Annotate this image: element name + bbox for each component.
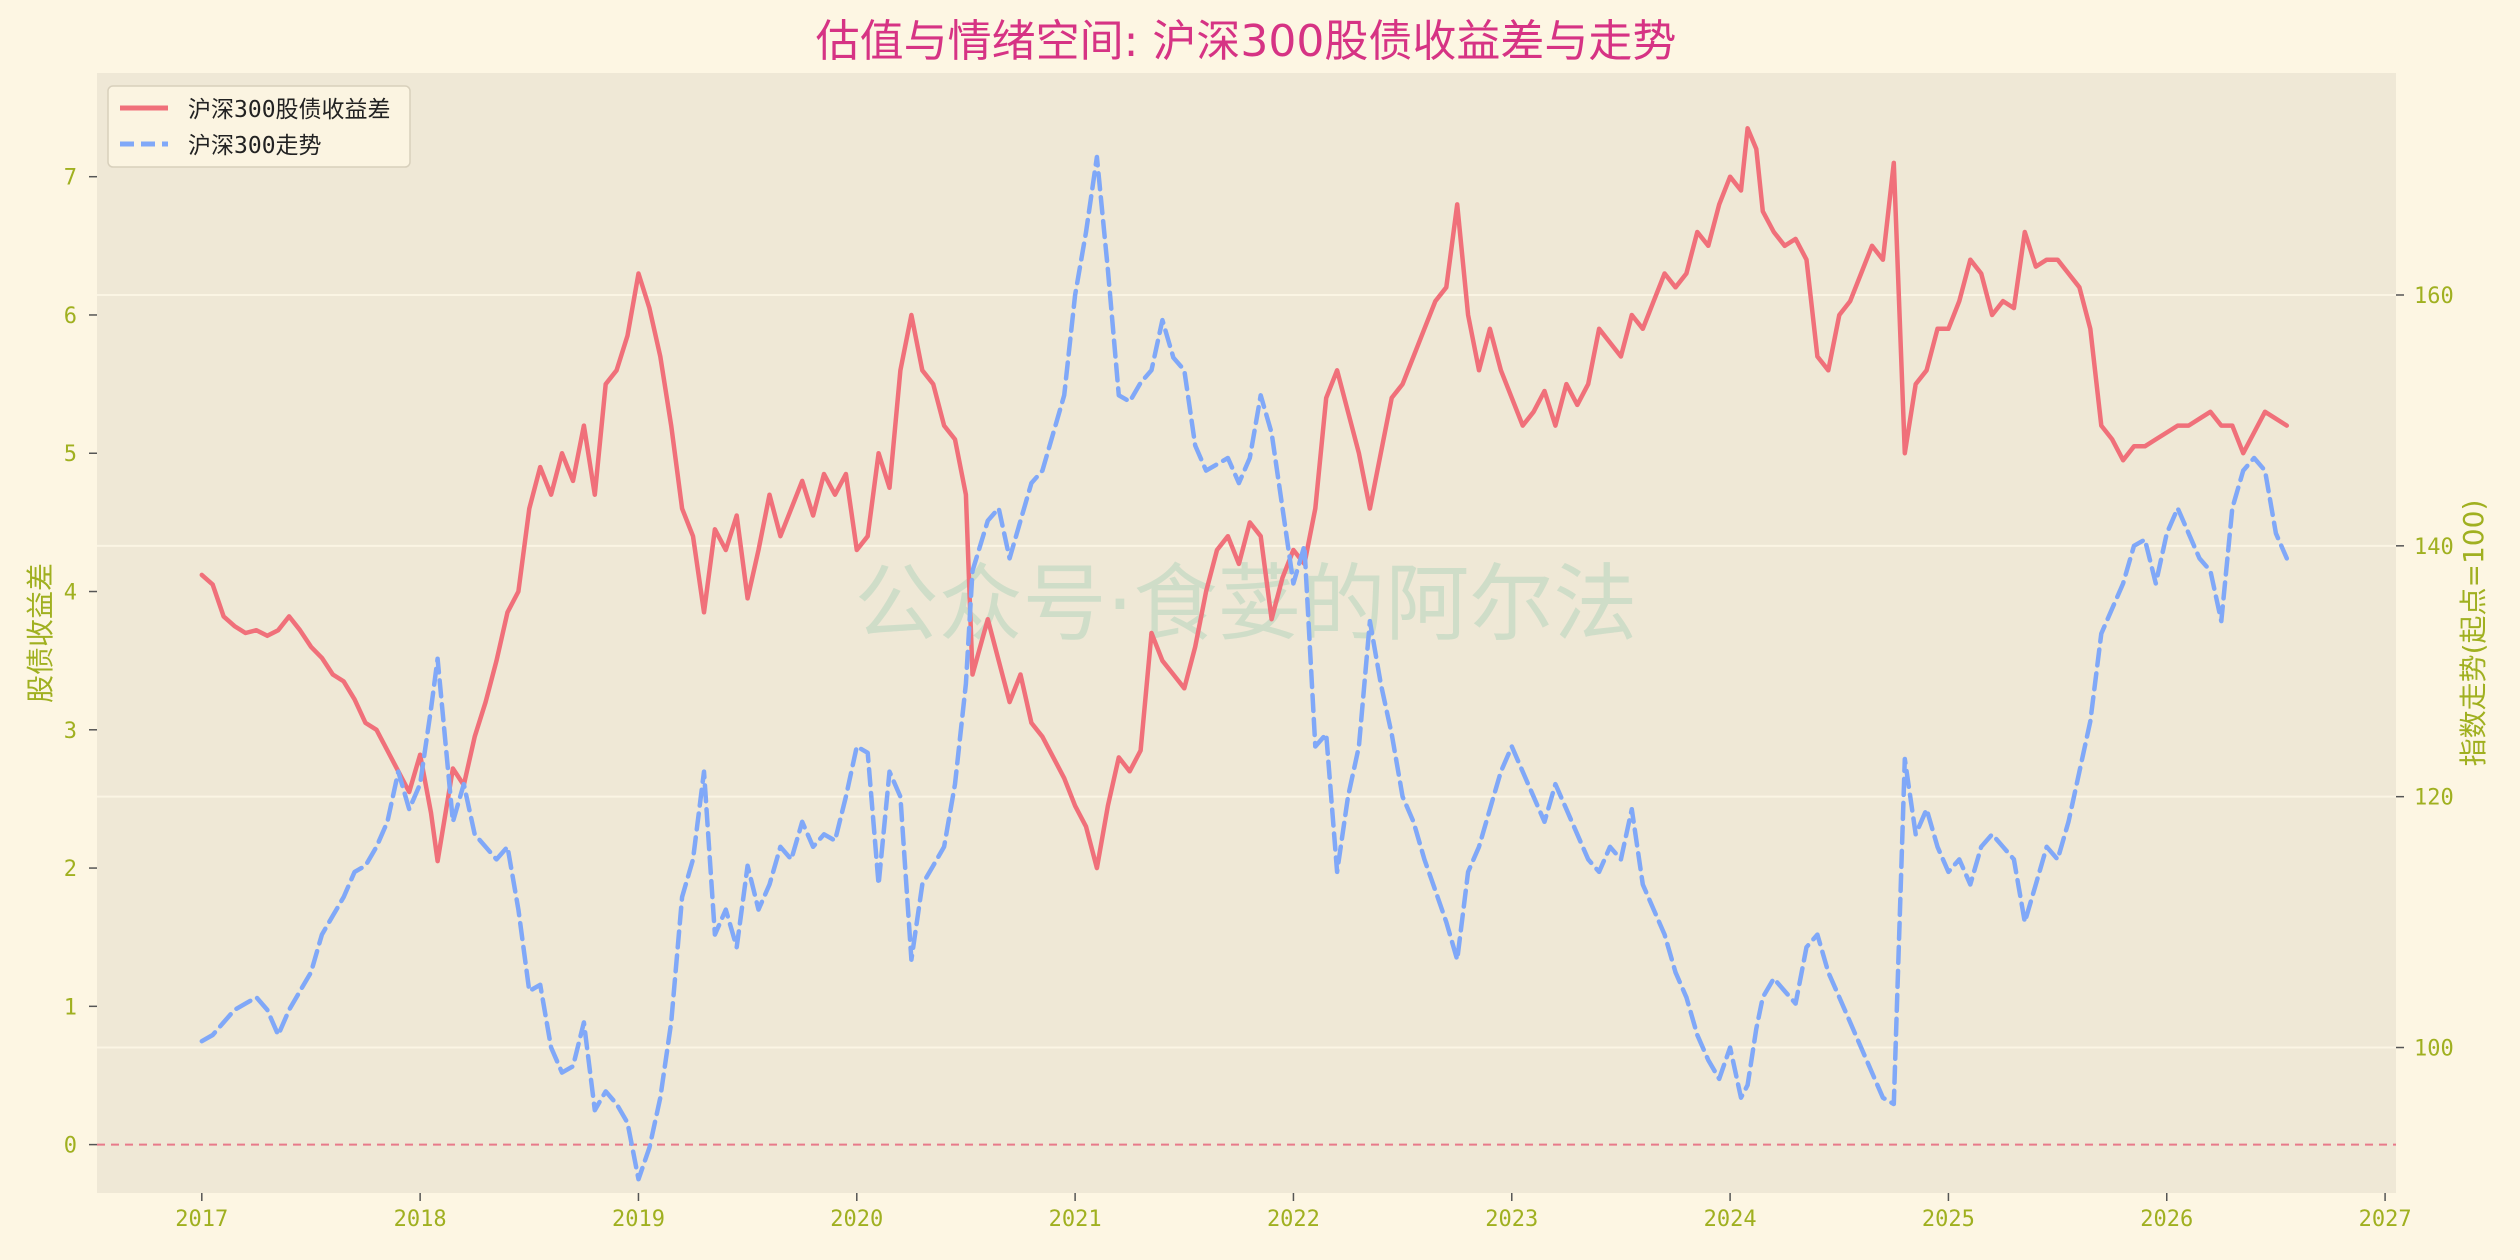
x-tick-label: 2021: [1049, 1207, 1102, 1232]
x-tick-label: 2020: [830, 1207, 883, 1232]
legend-box: [107, 85, 411, 168]
x-tick-label: 2023: [1485, 1207, 1538, 1232]
x-tick-label: 2017: [175, 1207, 228, 1232]
series-line-spread: [199, 126, 2290, 871]
legend-label-index: 沪深300走势: [188, 133, 322, 159]
x-tick-label: 2027: [2359, 1207, 2412, 1232]
series-layer: [199, 126, 2290, 1182]
y-right-tick-label: 120: [2414, 786, 2454, 811]
x-tick-label: 2022: [1267, 1207, 1320, 1232]
y-axis-left: 0 1 2 3 4 5 6 7: [64, 166, 97, 1159]
plot-area: [97, 73, 2396, 1193]
y-axis-right-label: 指数走势(起点=100): [2457, 500, 2490, 767]
y-left-tick-label: 5: [64, 442, 77, 467]
y-left-tick-label: 2: [64, 857, 77, 882]
y-axis-right: 100 120 140 160: [2396, 284, 2454, 1062]
grid: [97, 293, 2396, 1049]
y-right-tick-label: 100: [2414, 1037, 2454, 1062]
y-axis-left-label: 股债收益差: [24, 563, 57, 703]
y-left-tick-label: 4: [64, 581, 77, 606]
y-left-tick-label: 7: [64, 166, 77, 191]
y-left-tick-label: 0: [64, 1134, 77, 1159]
y-left-tick-label: 3: [64, 719, 77, 744]
x-tick-label: 2025: [1922, 1207, 1975, 1232]
legend-label-spread: 沪深300股债收益差: [188, 97, 391, 123]
y-right-tick-label: 140: [2414, 535, 2454, 560]
series-line-index: [199, 154, 2290, 1182]
y-left-tick-label: 6: [64, 304, 77, 329]
x-tick-label: 2024: [1704, 1207, 1757, 1232]
x-tick-label: 2026: [2140, 1207, 2193, 1232]
legend: 沪深300股债收益差 沪深300走势: [107, 85, 411, 168]
x-tick-label: 2018: [394, 1207, 447, 1232]
x-tick-label: 2019: [612, 1207, 665, 1232]
y-left-tick-label: 1: [64, 995, 77, 1020]
x-axis: 2017 2018 2019 2020 2021 2022 2023 2024 2025 2026…: [175, 1193, 2412, 1232]
chart-title: 估值与情绪空间: 沪深300股债收益差与走势: [816, 16, 1677, 67]
y-right-tick-label: 160: [2414, 284, 2454, 309]
